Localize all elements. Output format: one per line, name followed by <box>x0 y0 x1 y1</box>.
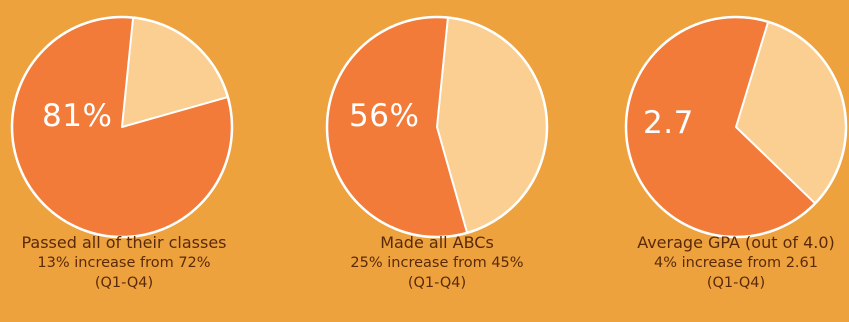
pie-1-caption-subtitle: 13% increase from 72% <box>37 255 211 271</box>
pie-3-center-label: 2.7 <box>643 105 694 141</box>
pie-1-caption-title: Passed all of their classes <box>21 233 227 252</box>
pie-2-caption-subtitle: 25% increase from 45% <box>350 255 524 271</box>
pie-1-caption-period: (Q1-Q4) <box>94 275 154 291</box>
pie-3-caption-title: Average GPA (out of 4.0) <box>637 233 835 252</box>
pie-2-caption: Made all ABCs 25% increase from 45% (Q1-… <box>297 233 577 293</box>
pie-3-caption: Average GPA (out of 4.0) 4% increase fro… <box>596 233 849 293</box>
pie-3-caption-subtitle: 4% increase from 2.61 <box>654 255 818 271</box>
pie-3-caption-period: (Q1-Q4) <box>706 275 766 291</box>
pie-1-center-label: 81% <box>42 98 113 134</box>
pie-2-center-label: 56% <box>349 98 420 134</box>
pie-2-caption-period: (Q1-Q4) <box>407 275 467 291</box>
pie-2-outline <box>325 15 549 239</box>
pie-2-caption-title: Made all ABCs <box>380 233 494 252</box>
pie-1-outline <box>10 15 234 239</box>
pie-3-outline <box>624 15 848 239</box>
pie-1-caption: Passed all of their classes 13% increase… <box>0 233 264 293</box>
